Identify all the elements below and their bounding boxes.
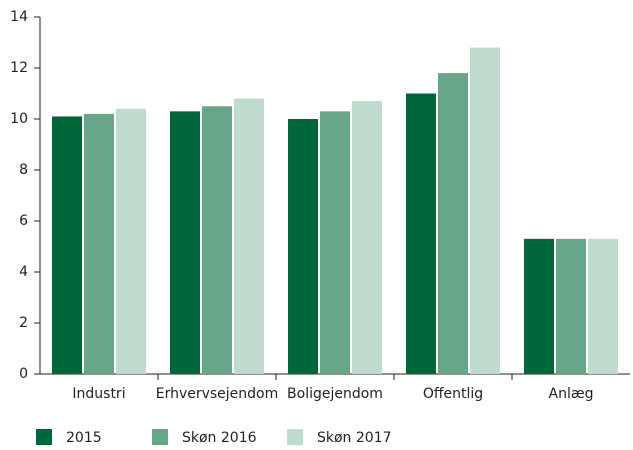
y-tick-label: 4 <box>19 264 28 280</box>
x-tick-label: Erhvervsejendom <box>156 386 279 402</box>
bar <box>202 106 232 374</box>
legend-swatch <box>287 429 303 445</box>
y-tick-label: 0 <box>19 366 28 382</box>
x-tick-label: Boligejendom <box>287 386 383 402</box>
bar <box>588 238 618 374</box>
bar <box>288 119 318 374</box>
legend-swatch <box>152 429 168 445</box>
bar <box>52 116 82 374</box>
bar <box>438 73 468 374</box>
bar <box>470 47 500 374</box>
y-tick-label: 8 <box>19 162 28 178</box>
x-tick-label: Anlæg <box>549 386 594 402</box>
legend-label: 2015 <box>66 430 102 446</box>
x-tick-label: Offentlig <box>423 386 483 402</box>
legend-swatch <box>36 429 52 445</box>
bar <box>116 108 146 375</box>
bar <box>234 98 264 374</box>
bar <box>170 111 200 374</box>
y-tick-label: 14 <box>10 9 28 25</box>
bar <box>352 101 382 375</box>
legend-label: Skøn 2017 <box>317 430 392 446</box>
bar <box>524 238 554 374</box>
bar <box>556 238 586 374</box>
bar <box>84 113 114 375</box>
y-tick-label: 2 <box>19 315 28 331</box>
x-tick-label: Industri <box>72 386 125 402</box>
bar <box>320 111 350 374</box>
y-tick-label: 6 <box>19 213 28 229</box>
y-tick-label: 10 <box>10 111 28 127</box>
bar <box>406 93 436 374</box>
legend-label: Skøn 2016 <box>182 430 257 446</box>
y-tick-label: 12 <box>10 60 28 76</box>
